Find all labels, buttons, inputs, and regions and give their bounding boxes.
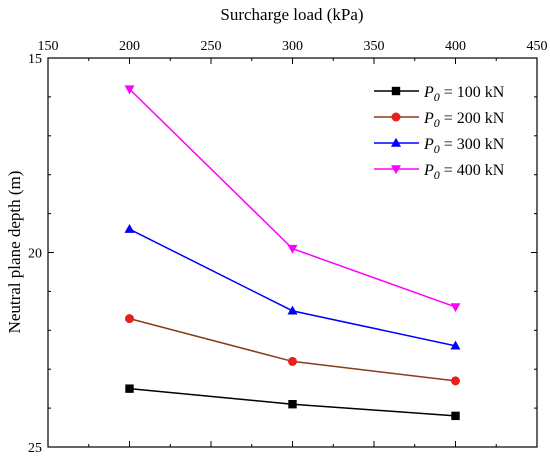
legend: P0 = 100 kN P0 = 200 kN P0 = 300 kN P0 = 40… <box>374 84 505 182</box>
series-line <box>128 88 456 308</box>
series-line <box>129 317 456 382</box>
data-point <box>288 400 297 409</box>
y-axis-title: Neutral plane depth (m) <box>5 171 24 334</box>
plot-axes: 150 200 250 300 350 400 450 15 20 25 <box>28 39 548 456</box>
x-tick-label: 200 <box>119 39 140 54</box>
legend-entry: P0 = 300 kN <box>374 136 505 156</box>
series-4 <box>124 85 461 313</box>
data-point <box>450 303 461 313</box>
legend-entry: P0 = 400 kN <box>374 162 505 182</box>
legend-marker <box>391 137 401 147</box>
series-2 <box>125 314 460 386</box>
data-point <box>125 314 134 324</box>
y-tick-label: 25 <box>28 441 42 456</box>
x-tick-label: 150 <box>38 39 59 54</box>
data-point <box>451 376 460 386</box>
legend-label: P0 = 200 kN <box>423 110 505 130</box>
x-tick-label: 450 <box>527 39 548 54</box>
y-tick-label: 20 <box>28 247 42 262</box>
x-tick-label: 400 <box>445 39 466 54</box>
legend-label: P0 = 400 kN <box>423 162 505 182</box>
data-point <box>287 244 298 254</box>
data-point <box>451 411 460 421</box>
legend-entry: P0 = 200 kN <box>374 110 505 130</box>
legend-label: P0 = 300 kN <box>423 136 505 156</box>
x-tick-label: 250 <box>201 39 222 54</box>
series-1 <box>125 384 460 421</box>
x-tick-label: 300 <box>282 39 303 54</box>
legend-marker <box>391 86 401 96</box>
legend-marker <box>391 112 401 122</box>
legend-entry: P0 = 100 kN <box>374 84 505 104</box>
y-tick-label: 15 <box>28 52 42 67</box>
series-layer <box>124 85 461 421</box>
legend-label: P0 = 100 kN <box>423 84 505 104</box>
x-tick-label: 350 <box>364 39 385 54</box>
data-point <box>450 340 461 350</box>
data-point <box>124 223 135 233</box>
data-point <box>288 356 297 366</box>
data-point <box>125 384 134 393</box>
data-point <box>287 305 298 315</box>
x-axis-title: Surcharge load (kPa) <box>220 5 363 24</box>
series-3 <box>124 223 461 350</box>
legend-marker <box>391 165 401 175</box>
data-point <box>124 85 135 95</box>
